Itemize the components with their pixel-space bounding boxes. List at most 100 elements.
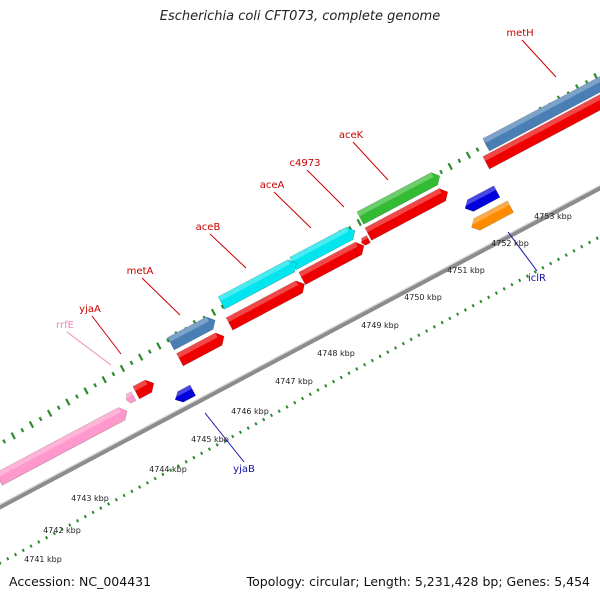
scale-label: 4749 kbp [361,321,399,330]
tick-mark [479,299,483,304]
gene-iclR[interactable] [462,185,501,214]
tick-mark [463,308,467,312]
tick-mark [457,158,462,164]
gene-metH-cds[interactable] [482,91,600,170]
tick-mark [129,360,134,366]
tick-mark [65,398,71,406]
tick-mark [487,295,491,300]
tick-mark [21,548,25,553]
gene-label-aceK[interactable]: aceK [339,130,364,141]
gene-yjaA-cds[interactable] [132,377,157,400]
tick-mark [580,244,584,249]
gene-metA[interactable] [167,314,219,351]
tick-mark [93,382,98,388]
tick-mark [75,519,80,523]
tick-mark [101,375,107,384]
tick-mark [91,510,95,515]
tick-mark [447,162,453,171]
tick-mark [44,535,49,540]
gene-label-rrfE[interactable]: rrfE [56,320,74,331]
tick-mark [2,439,7,444]
tick-mark [220,304,225,309]
tick-mark [549,261,553,266]
tick-mark [378,354,382,359]
gene-aceK-cds[interactable] [364,186,451,241]
tick-mark [409,337,413,342]
tick-mark [285,405,289,409]
gene-label-callouts: metH aceK c4973 aceA aceB metA yjaA rrfE yjaB icl… [56,28,557,475]
tick-mark [277,409,281,413]
tick-mark [518,278,522,283]
tick-mark [20,427,25,433]
tick-mark [456,312,460,316]
tick-mark [29,544,33,548]
tick-mark [28,420,35,429]
scale-label: 4744 kbp [149,465,187,474]
tick-mark [138,485,142,489]
gene-aceB-cds[interactable] [225,278,308,331]
tick-mark [370,358,374,363]
gene-label-iclR[interactable]: iclR [528,273,546,284]
tick-mark [83,514,87,519]
tick-mark [114,497,118,502]
tick-mark [471,303,475,308]
tick-mark [10,432,16,440]
gene-metH-upper[interactable] [482,73,600,152]
gene-rrfE[interactable] [124,391,137,405]
tick-mark [169,468,173,472]
map-title: Escherichia coli CFT073, complete genome [159,9,441,24]
tick-mark [147,349,152,354]
tick-mark [525,274,530,278]
tick-mark [439,169,444,175]
gene-label-yjaB[interactable]: yjaB [233,464,255,475]
tick-mark [156,342,162,350]
scale-label: 4752 kbp [491,239,529,248]
gene-label-metH[interactable]: metH [506,28,533,39]
gene-aceB[interactable] [217,257,300,310]
scale-label: 4741 kbp [24,555,62,564]
scale-label: 4747 kbp [275,377,313,386]
tick-mark [587,240,592,245]
tick-mark [393,346,398,350]
gene-c4973-cds[interactable] [359,235,371,247]
tick-mark [355,367,359,371]
tick-mark [425,329,429,333]
tick-mark [308,392,312,397]
tick-mark [533,270,537,274]
gene-label-aceA[interactable]: aceA [260,180,285,191]
tick-mark [300,396,305,401]
scale-label: 4748 kbp [317,349,355,358]
gene-features[interactable] [0,73,600,486]
tick-mark [75,394,79,399]
tick-mark [231,434,235,439]
scale-label: 4746 kbp [231,407,269,416]
gene-label-aceB[interactable]: aceB [196,222,221,233]
gene-yjaB[interactable] [172,384,197,405]
tick-mark [200,451,204,456]
scale-label: 4750 kbp [404,293,442,302]
tick-mark [184,459,188,464]
gene-metA-cds[interactable] [176,330,228,367]
tick-mark [254,422,258,426]
gene-rrfE-long[interactable] [0,405,130,486]
tick-mark [556,257,561,262]
gene-iclR-orange[interactable] [468,200,514,233]
tick-mark [6,556,10,561]
tick-mark [331,379,336,384]
tick-mark [475,147,480,152]
gene-aceK[interactable] [356,170,443,225]
genome-backbone [0,184,600,510]
tick-mark [0,561,2,565]
scale-label: 4743 kbp [71,494,109,503]
tick-mark [339,375,343,380]
tick-mark [111,371,116,377]
tick-mark [176,464,180,468]
gene-aceA-cds[interactable] [298,239,367,286]
gene-label-yjaA[interactable]: yjaA [79,304,101,315]
gene-label-metA[interactable]: metA [127,266,154,277]
tick-mark [510,282,514,287]
tick-mark [166,338,170,343]
tick-mark [564,253,568,257]
gene-label-c4973[interactable]: c4973 [290,158,321,169]
